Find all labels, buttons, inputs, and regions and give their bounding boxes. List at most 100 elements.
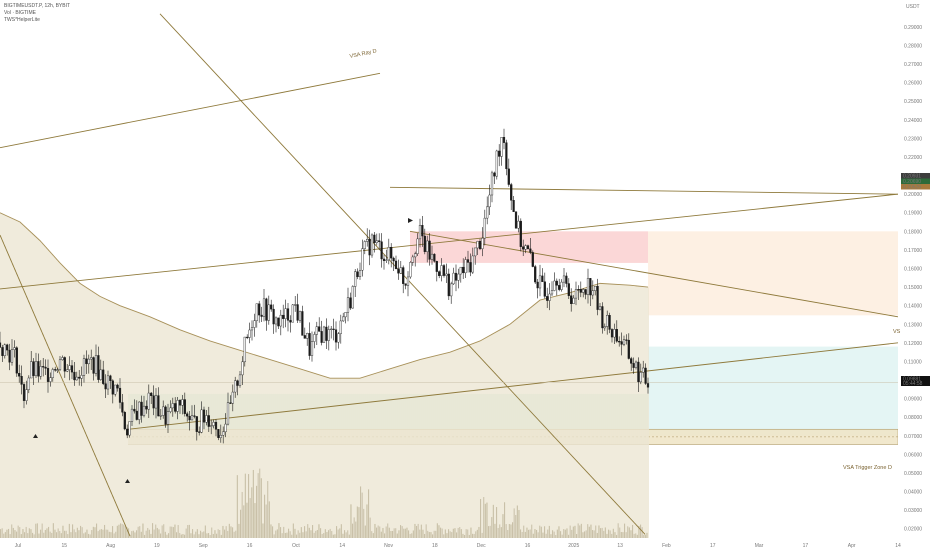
candle-body <box>519 220 522 247</box>
candle-body <box>267 304 270 321</box>
volume-bar <box>136 530 138 538</box>
candle-body <box>109 375 112 381</box>
symbol-line[interactable]: BIGTIMEUSDT.P, 12h, BYBIT <box>4 3 71 9</box>
volume-bar <box>145 530 147 538</box>
volume-bar <box>564 529 566 538</box>
candle-body <box>164 406 167 425</box>
y-tick-label: 0.12000 <box>904 341 922 347</box>
candle-body <box>94 355 98 374</box>
volume-bar <box>180 534 182 538</box>
volume-bar <box>124 526 126 538</box>
candle-body <box>56 369 59 371</box>
volume-bar <box>262 523 264 538</box>
volume-bar <box>227 530 229 538</box>
volume-bar <box>244 473 246 538</box>
volume-bar <box>540 526 542 538</box>
volume-bar <box>473 533 475 538</box>
candle-body <box>526 245 530 250</box>
volume-bar <box>345 532 347 538</box>
candle-body <box>634 361 638 368</box>
candle-body <box>584 289 587 295</box>
candle-body <box>159 415 162 417</box>
volume-bar <box>283 526 285 538</box>
volume-bar <box>172 527 174 538</box>
x-tick-label: Oct <box>292 543 300 549</box>
volume-bar <box>539 525 541 538</box>
candle-body <box>274 317 278 325</box>
volume-bar <box>112 526 114 538</box>
volume-bar <box>467 529 469 538</box>
volume-bar <box>177 525 179 538</box>
volume-bar <box>396 533 398 538</box>
y-tick-label: 0.19000 <box>904 211 922 217</box>
candle-body <box>296 304 299 321</box>
volume-bar <box>545 533 547 538</box>
price-tag-value: 0.20690 <box>903 179 921 185</box>
candle-body <box>310 341 314 356</box>
volume-bar <box>379 526 381 538</box>
volume-bar <box>30 529 32 538</box>
volume-bar <box>401 526 403 538</box>
volume-bar <box>297 530 299 538</box>
volume-bar <box>366 504 368 538</box>
candle-body <box>411 256 414 263</box>
volume-bar <box>158 529 160 538</box>
x-tick-label: Dec <box>477 543 486 549</box>
candle-body <box>97 355 100 380</box>
candle-body <box>582 289 585 293</box>
volume-bar <box>499 524 501 538</box>
currency-label: USDT <box>906 4 920 10</box>
candle-body <box>498 150 501 157</box>
volume-bar <box>174 524 176 538</box>
candle-body <box>318 326 321 332</box>
candle-body <box>0 342 2 348</box>
candle-body <box>262 298 266 317</box>
candle-body <box>58 359 62 370</box>
volume-bar <box>132 530 134 538</box>
y-tick-label: 0.17000 <box>904 248 922 254</box>
candle-body <box>512 200 515 212</box>
volume-bar <box>603 530 605 538</box>
helper-indicator-line[interactable]: TWS*HelperLite <box>4 17 40 23</box>
candle-body <box>325 326 328 341</box>
x-tick-label: Apr <box>848 543 856 549</box>
volume-bar <box>427 530 429 538</box>
volume-bar <box>196 529 198 538</box>
volume-bar <box>249 498 251 538</box>
volume-bar <box>289 531 291 538</box>
axes-layer: USDT 0.29000 0.28000 0.27000 0.26000 0.25000 0… <box>15 0 932 550</box>
volume-bar <box>118 524 120 538</box>
candle-body <box>1 347 4 356</box>
candle-body <box>231 391 234 404</box>
volume-bar <box>324 529 326 538</box>
volume-bar <box>222 525 224 538</box>
line-rising-2 <box>127 342 899 430</box>
candle-body <box>351 286 354 309</box>
volume-indicator-line[interactable]: Vol · BIGTIME <box>4 10 36 16</box>
candle-body <box>157 395 160 417</box>
line-diag-left-1 <box>0 234 131 537</box>
candle-body <box>22 384 26 401</box>
volume-bar <box>300 527 302 538</box>
volume-bar <box>505 524 507 538</box>
volume-bar <box>556 529 558 538</box>
volume-bar <box>531 524 533 538</box>
candle-body <box>462 266 465 274</box>
candle-body <box>618 341 621 343</box>
candle-body <box>349 297 352 309</box>
candle-body <box>392 257 395 262</box>
volume-bar <box>278 523 280 538</box>
volume-bar <box>513 508 515 538</box>
volume-bar <box>272 526 274 538</box>
candle-body <box>226 402 230 425</box>
candle-body <box>217 429 220 438</box>
volume-bar <box>228 523 230 538</box>
volume-bar <box>268 501 270 538</box>
volume-bar <box>339 528 341 538</box>
volume-bar <box>14 530 16 538</box>
signal-marker <box>125 479 130 483</box>
candle-body <box>13 347 16 350</box>
volume-bar <box>80 525 82 538</box>
volume-bar <box>571 529 573 538</box>
